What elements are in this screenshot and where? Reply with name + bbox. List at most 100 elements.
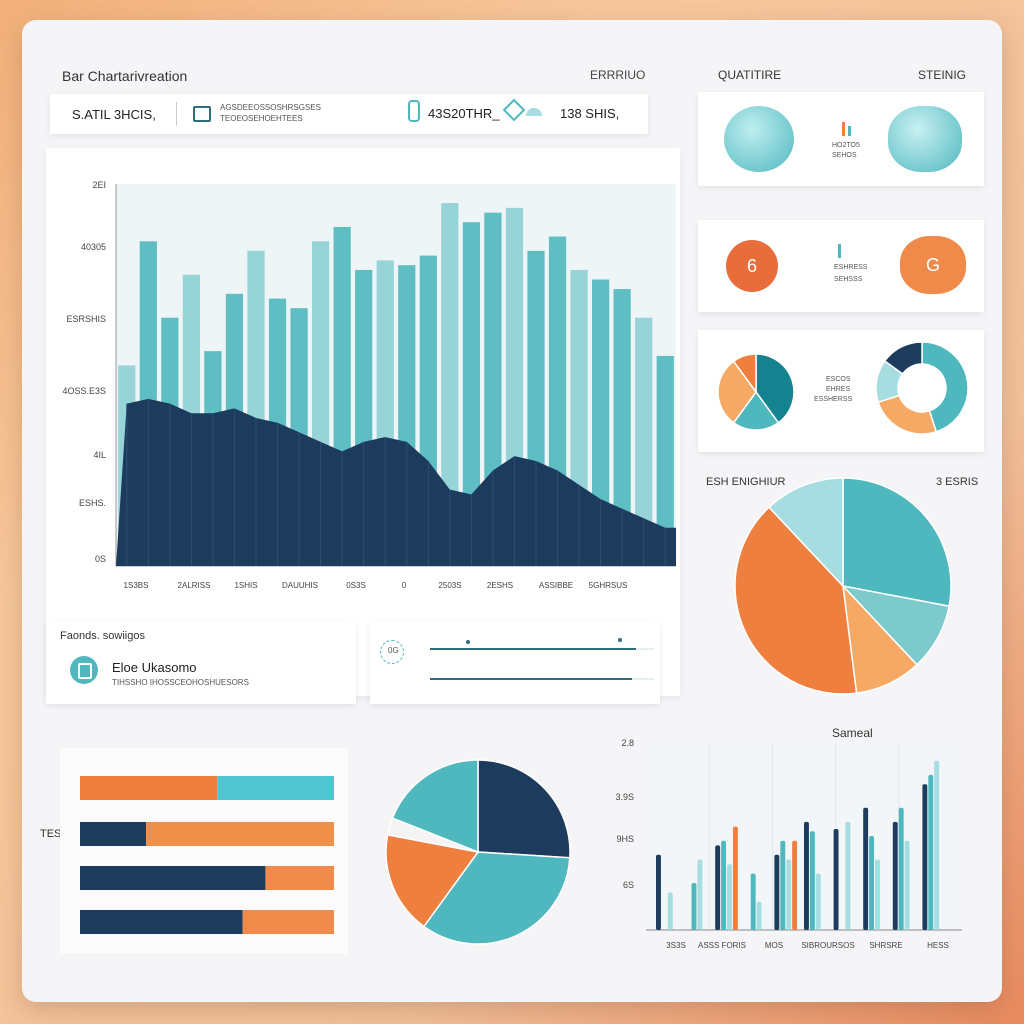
- y-tick-label-7: 0S: [95, 554, 106, 564]
- toolbar: S.ATIL 3HCIS, AGSDEEOSSOSHRSGSES TEOEOSE…: [50, 94, 648, 134]
- mini-bar-icon-3: [838, 244, 841, 258]
- bottom-pie-slice-1: [477, 759, 571, 859]
- toolbar-divider: [176, 102, 177, 126]
- right-bar-s3-1: [667, 892, 673, 930]
- y-tick-label-3: ESRSHIS: [66, 314, 106, 324]
- right-bar-s1-6: [804, 821, 809, 930]
- feature-card-subtext: TIHSSHO IHOSSCEOHOSHUESORS: [112, 678, 249, 687]
- right-y-tick-3: 9HS: [616, 834, 634, 844]
- bar-26: [656, 355, 674, 566]
- calendar-icon[interactable]: [193, 106, 211, 122]
- progress-marker-2: [618, 638, 622, 642]
- x-tick-label-4: DAUUHIS: [282, 581, 318, 590]
- y-tick-label-1: 2EI: [92, 180, 106, 190]
- kpi-left-title: QUATITIRE: [718, 68, 782, 82]
- kpi-3-text-2: EHRES: [826, 386, 851, 393]
- right-y-tick-2: 3.9S: [615, 792, 634, 802]
- kpi-left-pie-slice-3: [717, 360, 757, 424]
- feature-card: Faonds. sowiigos Eloe Ukasomo TIHSSHO IH…: [46, 622, 356, 704]
- right-bar-s3-5: [786, 859, 792, 930]
- right-bar-s4-3: [732, 826, 738, 930]
- y-tick-label-2: 40305: [81, 242, 106, 252]
- toolbar-text-1: AGSDEEOSSOSHRSGSES: [220, 103, 321, 112]
- droplet-icon[interactable]: [408, 100, 420, 122]
- right-bar-s3-4: [756, 901, 762, 930]
- big-pie-slice-1: [842, 477, 952, 608]
- x-tick-label-3: 1SHIS: [234, 581, 257, 590]
- bar-17: [462, 222, 480, 566]
- kpi-right-title: STEINIG: [918, 68, 967, 82]
- right-x-tick-5: SHRSRE: [869, 941, 902, 950]
- right-bar-s1-3: [715, 845, 721, 930]
- progress-fill-1: [430, 648, 637, 650]
- right-x-tick-3: MOS: [765, 941, 783, 950]
- bottom-pie-slice-2: [422, 851, 571, 945]
- right-x-tick-4: SIBROURSOS: [801, 941, 854, 950]
- y-tick-label-6: ESHS.: [79, 498, 106, 508]
- kpi-bubble-right: [888, 106, 962, 172]
- x-tick-label-8: 2ESHS: [487, 581, 513, 590]
- kpi-2-text-2: SEHSSS: [834, 276, 863, 283]
- bar-24: [613, 289, 631, 566]
- mini-bar-icon: [842, 122, 845, 136]
- toolbar-value-3: 138 SHIS,: [560, 106, 620, 121]
- kpi-right-pie-slice-1: [921, 341, 969, 433]
- mini-bar-icon-2: [848, 126, 851, 136]
- right-bar-s1-8: [863, 807, 869, 930]
- progress-fill-2: [430, 678, 632, 680]
- right-bar-s2-4: [750, 873, 756, 930]
- kpi-card-2: 6 ESHRESS SEHSSS G: [698, 220, 984, 312]
- right-bar-s2-3: [721, 840, 727, 930]
- x-tick-label-10: 5GHRSUS: [589, 581, 628, 590]
- right-x-tick-2: ASSS FORIS: [698, 941, 746, 950]
- y-tick-label-5: 4IL: [93, 450, 106, 460]
- x-tick-label-2: 2ALRISS: [178, 581, 211, 590]
- pie-left-label: ESH ENIGHIUR: [706, 476, 786, 488]
- kpi-1-text-2: SEHOS: [832, 152, 857, 159]
- bar-16: [441, 203, 459, 566]
- x-tick-label-9: ASSIBBE: [539, 581, 573, 590]
- hbar-right-4: [242, 910, 334, 934]
- header-right-label: ERRRIUO: [590, 68, 646, 82]
- right-bar-s4-5: [792, 840, 798, 930]
- kpi-bubble-left: [724, 106, 794, 172]
- document-icon: [70, 656, 98, 684]
- progress-track-1: [430, 648, 654, 650]
- page-title: Bar Chartarivreation: [62, 68, 188, 84]
- right-bar-s2-8: [869, 836, 875, 930]
- right-bar-s3-10: [934, 760, 940, 930]
- bottom-pie-slice-5: [391, 759, 479, 854]
- toolbar-text-2: TEOEOSEHOEHTEES: [220, 114, 303, 123]
- kpi-left-pie-slice-4: [732, 353, 757, 395]
- right-bar-s1-1: [656, 854, 661, 930]
- right-y-tick-4: 6S: [623, 880, 634, 890]
- hbar-left-2: [80, 822, 147, 846]
- kpi-1-text-1: HO2TO5: [832, 142, 860, 149]
- x-tick-label-6: 0: [402, 581, 407, 590]
- right-bar-s3-8: [875, 859, 880, 930]
- right-chart-title: Sameal: [832, 726, 873, 740]
- cloud-icon[interactable]: [526, 108, 542, 116]
- right-bar-s1-10: [922, 784, 928, 930]
- hbar-left-3: [80, 866, 266, 890]
- bar-25: [635, 317, 653, 566]
- big-pie-slice-4: [734, 506, 858, 695]
- right-bar-s3-6: [815, 873, 821, 930]
- kpi-2-right-value: G: [900, 236, 966, 294]
- right-bar-s3-7: [845, 821, 851, 930]
- right-y-tick-1: 2.8: [621, 738, 634, 748]
- right-bar-s1-5: [774, 854, 780, 930]
- x-tick-label-5: 0S3S: [346, 581, 366, 590]
- bar-23: [592, 279, 610, 566]
- bottom-pie-slice-3: [385, 833, 480, 928]
- toolbar-value-2: 43S20THR_: [428, 106, 500, 121]
- right-bar-s2-10: [928, 774, 934, 930]
- progress-label: 0G: [388, 646, 399, 655]
- right-x-tick-6: HESS: [927, 941, 949, 950]
- feature-card-title: Faonds. sowiigos: [60, 630, 145, 642]
- kpi-2-left-value: 6: [726, 240, 778, 292]
- right-bar-s3-2: [697, 859, 703, 930]
